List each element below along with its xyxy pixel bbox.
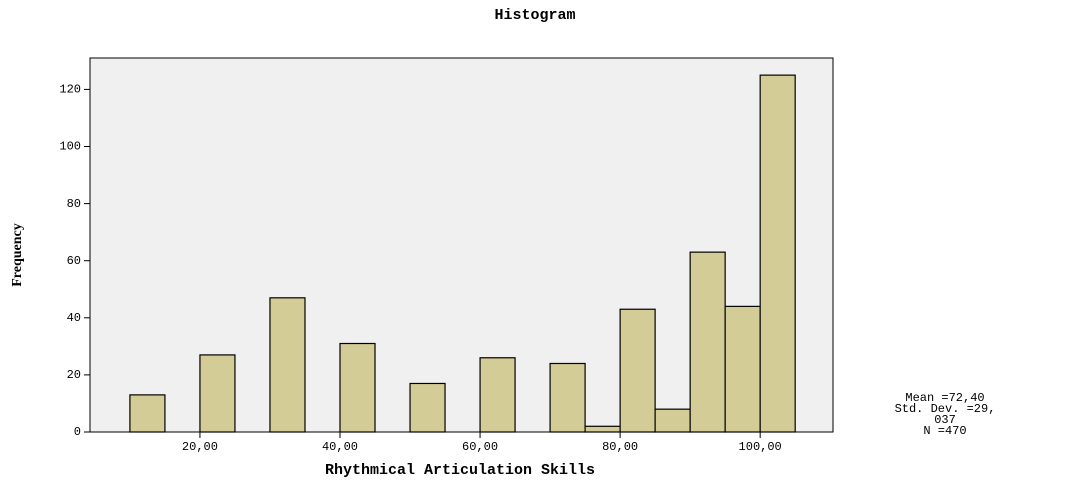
bar bbox=[129, 394, 166, 433]
x-tick-label: 80,00 bbox=[602, 440, 638, 454]
x-tick-label: 100,00 bbox=[739, 440, 782, 454]
y-tick-label: 20 bbox=[67, 368, 81, 382]
x-tick-label: 40,00 bbox=[322, 440, 358, 454]
bar bbox=[654, 408, 691, 433]
chart-title: Histogram bbox=[494, 7, 575, 24]
bar bbox=[409, 382, 446, 433]
bar bbox=[619, 308, 656, 433]
y-tick-label: 100 bbox=[59, 140, 81, 154]
bar bbox=[549, 362, 586, 433]
y-tick-label: 40 bbox=[67, 311, 81, 325]
stats-annotation: Std. Dev. =29, bbox=[895, 402, 996, 416]
y-tick-label: 0 bbox=[74, 425, 81, 439]
stats-annotation: N =470 bbox=[923, 424, 966, 438]
x-tick-label: 20,00 bbox=[182, 440, 218, 454]
y-axis-label: Frequency bbox=[10, 223, 25, 287]
bar bbox=[759, 74, 796, 433]
bar bbox=[269, 297, 306, 433]
y-tick-label: 120 bbox=[59, 83, 81, 97]
x-axis-label: Rhythmical Articulation Skills bbox=[325, 462, 595, 479]
y-tick-label: 80 bbox=[67, 197, 81, 211]
stats-annotation: Mean =72,40 bbox=[905, 391, 984, 405]
bar bbox=[724, 305, 761, 433]
bar bbox=[584, 425, 621, 433]
bar bbox=[689, 251, 726, 433]
stats-annotation: 037 bbox=[934, 413, 956, 427]
bar bbox=[479, 357, 516, 433]
y-tick-label: 60 bbox=[67, 254, 81, 268]
bar bbox=[339, 342, 376, 433]
bar bbox=[199, 354, 236, 433]
x-tick-label: 60,00 bbox=[462, 440, 498, 454]
